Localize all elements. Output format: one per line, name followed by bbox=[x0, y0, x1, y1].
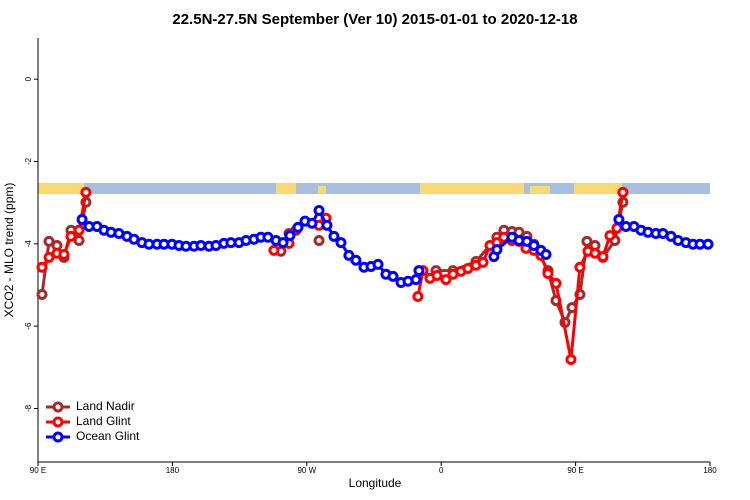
data-point bbox=[528, 239, 540, 251]
data-point bbox=[540, 249, 552, 261]
data-point bbox=[617, 186, 629, 198]
data-point bbox=[702, 238, 714, 250]
map-strip bbox=[38, 183, 710, 194]
chart-title: 22.5N-27.5N September (Ver 10) 2015-01-0… bbox=[172, 11, 577, 28]
data-point bbox=[565, 353, 577, 365]
x-tick-label: 90 E bbox=[567, 466, 583, 475]
y-tick-label: -4 bbox=[24, 240, 33, 248]
data-point bbox=[335, 237, 347, 249]
data-point bbox=[611, 222, 623, 234]
y-tick-label: 0 bbox=[24, 76, 33, 81]
data-point bbox=[372, 258, 384, 270]
y-tick-label: -6 bbox=[24, 322, 33, 330]
data-point bbox=[65, 230, 77, 242]
data-point bbox=[284, 230, 296, 242]
data-point bbox=[413, 265, 425, 277]
data-point bbox=[58, 249, 70, 261]
data-point bbox=[410, 274, 422, 286]
data-point bbox=[387, 270, 399, 282]
data-point bbox=[350, 254, 362, 266]
x-tick-label: 0 bbox=[439, 466, 444, 475]
data-point bbox=[604, 230, 616, 242]
data-point bbox=[343, 249, 355, 261]
data-point bbox=[268, 244, 280, 256]
series-line bbox=[40, 201, 625, 327]
data-point bbox=[613, 214, 625, 226]
data-point bbox=[73, 235, 85, 247]
data-point bbox=[597, 251, 609, 263]
legend-label: Land Nadir bbox=[76, 399, 135, 413]
x-axis-label: Longitude bbox=[349, 476, 402, 490]
x-tick-label: 180 bbox=[703, 466, 717, 475]
data-point bbox=[36, 288, 48, 300]
data-point bbox=[491, 244, 503, 256]
legend-marker bbox=[52, 401, 64, 413]
data-point bbox=[477, 256, 489, 268]
data-point bbox=[80, 186, 92, 198]
x-tick-label: 90 W bbox=[297, 466, 316, 475]
x-tick-label: 180 bbox=[166, 466, 180, 475]
series-line bbox=[40, 192, 625, 360]
data-point bbox=[581, 235, 593, 247]
data-point bbox=[313, 204, 325, 216]
legend-label: Ocean Glint bbox=[76, 429, 140, 443]
data-point bbox=[292, 221, 304, 233]
x-tick-label: 90 E bbox=[30, 466, 46, 475]
legend-marker bbox=[52, 431, 64, 443]
data-point bbox=[76, 214, 88, 226]
data-point bbox=[328, 230, 340, 242]
data-point bbox=[542, 267, 554, 279]
legend-marker bbox=[52, 416, 64, 428]
data-point bbox=[574, 261, 586, 273]
data-point bbox=[313, 235, 325, 247]
y-tick-label: -2 bbox=[24, 157, 33, 165]
data-point bbox=[412, 291, 424, 303]
data-point bbox=[43, 251, 55, 263]
data-point bbox=[440, 274, 452, 286]
data-point bbox=[277, 237, 289, 249]
y-axis-label: XCO2 - MLO trend (ppm) bbox=[2, 183, 16, 318]
data-point bbox=[73, 224, 85, 236]
data-point bbox=[36, 261, 48, 273]
data-point bbox=[321, 219, 333, 231]
data-point bbox=[43, 235, 55, 247]
data-point bbox=[550, 277, 562, 289]
data-point bbox=[306, 217, 318, 229]
data-point bbox=[431, 270, 443, 282]
legend-label: Land Glint bbox=[76, 414, 131, 428]
y-tick-label: -8 bbox=[24, 404, 33, 412]
